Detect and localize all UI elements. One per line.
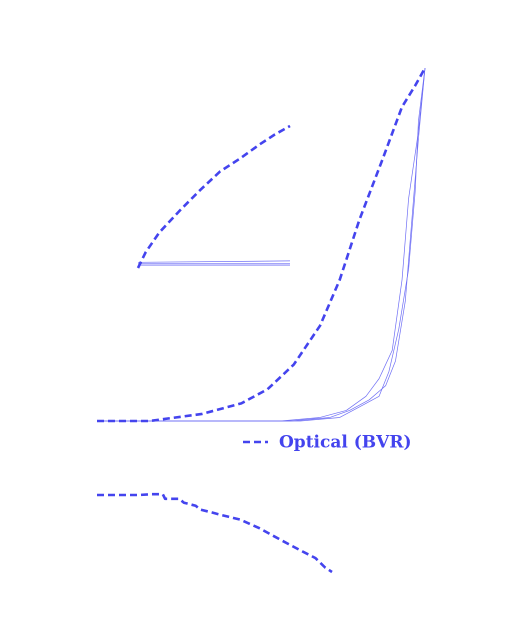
legend-label: Optical (BVR) [279, 433, 412, 453]
dashed-line [97, 67, 427, 423]
thin-line [97, 67, 426, 422]
thin-line [137, 260, 291, 263]
thin-line [97, 67, 426, 422]
thin-line [97, 67, 426, 422]
dashed-line [136, 124, 291, 269]
dashed-line [97, 492, 333, 574]
